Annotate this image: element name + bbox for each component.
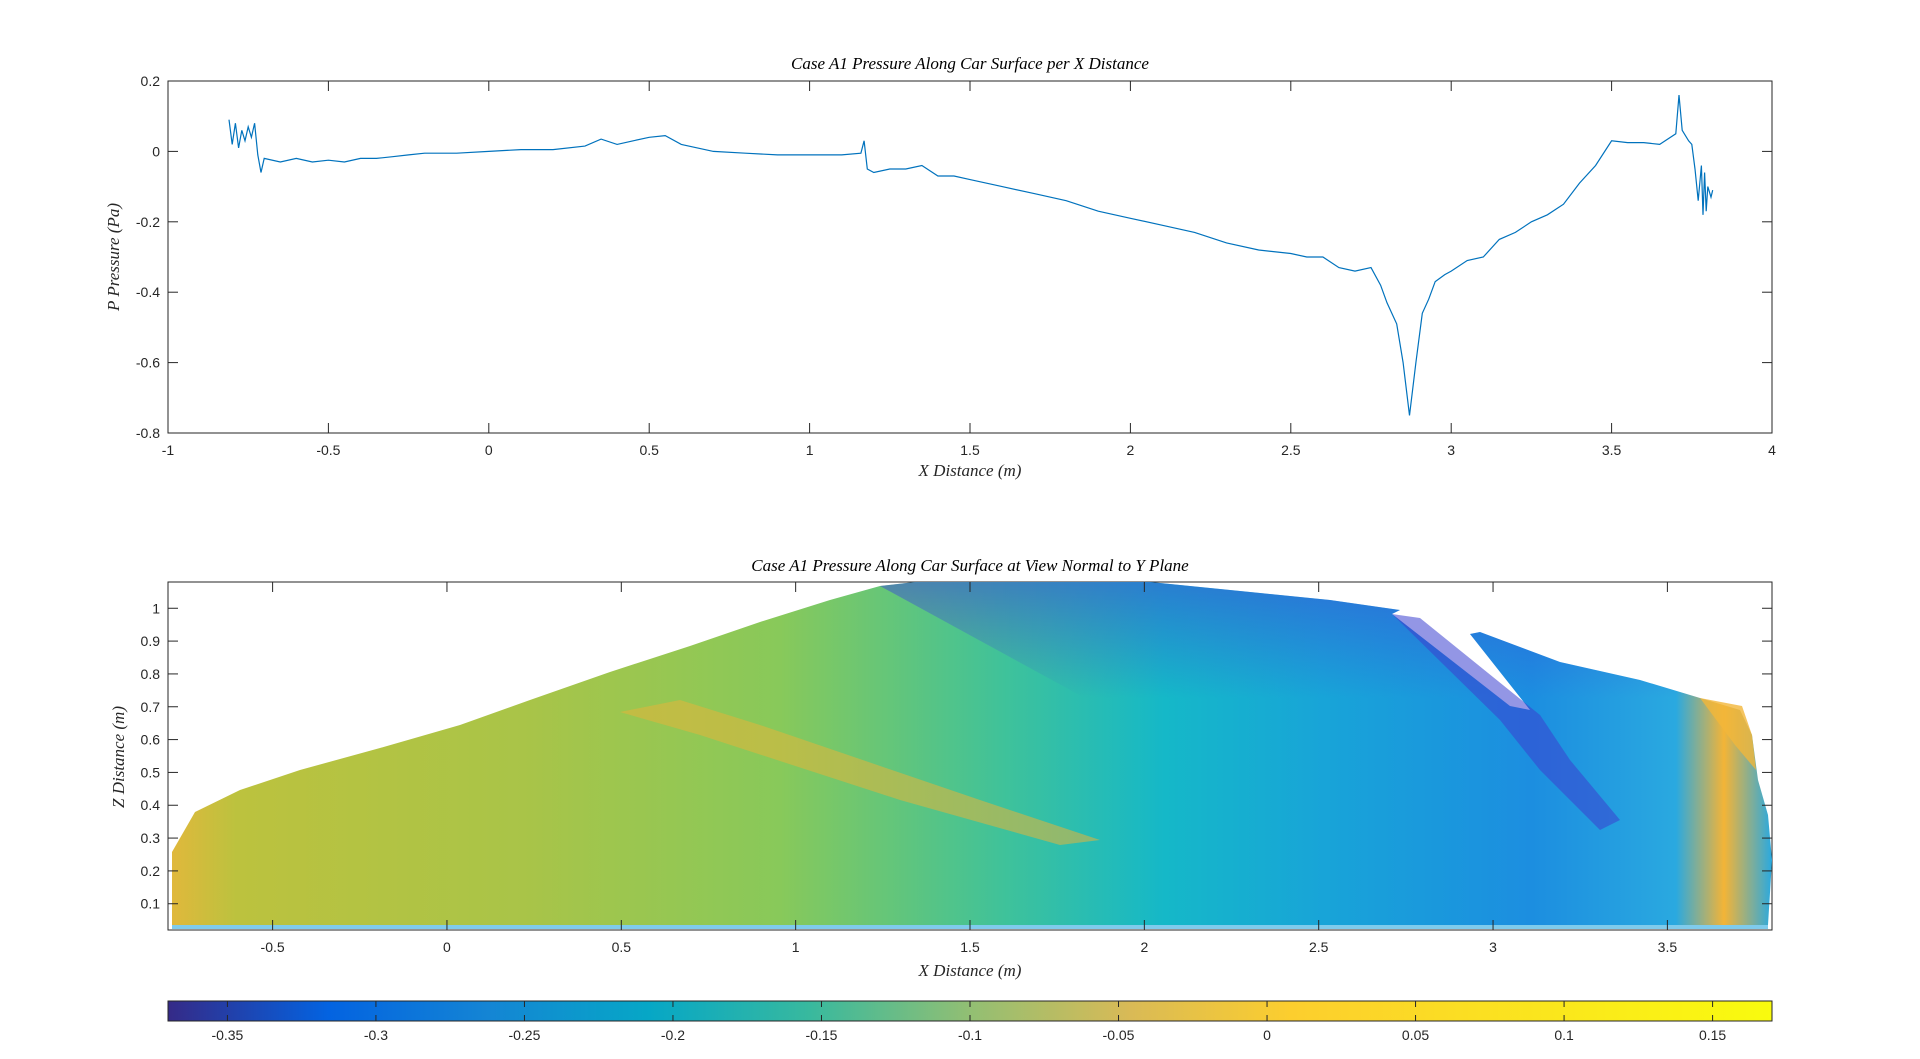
top-line-chart: Case A1 Pressure Along Car Surface per X…	[104, 54, 1776, 480]
bottom-y-tick-label: 0.5	[141, 764, 161, 780]
bottom-y-tick-label: 0.4	[141, 797, 161, 813]
colorbar-tick-label: 0.15	[1699, 1027, 1726, 1043]
bottom-x-tick-label: 3.5	[1658, 939, 1678, 955]
bottom-y-tick-label: 0.7	[141, 699, 161, 715]
top-x-tick-label: 3	[1447, 442, 1455, 458]
colorbar-tick-label: -0.2	[661, 1027, 685, 1043]
top-y-axis: 0.2 0 -0.2 -0.4 -0.6 -0.8	[136, 73, 1772, 441]
top-x-tick-label: 4	[1768, 442, 1776, 458]
top-y-tick-label: 0	[152, 143, 160, 159]
hood-high-pressure-streak	[620, 700, 1100, 845]
bottom-surface-chart: Case A1 Pressure Along Car Surface at Vi…	[109, 556, 1773, 980]
colorbar-tick-label: 0.1	[1554, 1027, 1574, 1043]
bottom-y-tick-label: 0.9	[141, 633, 161, 649]
top-x-tick-label: 0	[485, 442, 493, 458]
bottom-y-axis: 1 0.9 0.8 0.7 0.6 0.5 0.4 0.3 0.2 0.1	[141, 600, 1772, 912]
top-x-tick-label: 0.5	[639, 442, 659, 458]
bottom-x-tick-label: 1	[792, 939, 800, 955]
colorbar-tick-label: -0.25	[508, 1027, 540, 1043]
bottom-y-tick-label: 0.3	[141, 830, 161, 846]
bottom-x-tick-label: 2	[1140, 939, 1148, 955]
top-x-axis: -1 -0.5 0 0.5 1 1.5 2 2.5 3 3.5 4	[162, 81, 1776, 458]
top-x-tick-label: 2.5	[1281, 442, 1301, 458]
top-y-tick-label: -0.4	[136, 284, 160, 300]
bottom-y-tick-label: 0.2	[141, 863, 161, 879]
colorbar-tick-label: -0.1	[958, 1027, 982, 1043]
top-y-tick-label: -0.2	[136, 214, 160, 230]
pressure-series-line	[228, 95, 1714, 416]
top-x-tick-label: 2	[1127, 442, 1135, 458]
top-y-tick-label: 0.2	[141, 73, 161, 89]
bottom-x-tick-label: -0.5	[261, 939, 285, 955]
bottom-y-tick-label: 0.6	[141, 732, 161, 748]
colorbar-tick-label: -0.15	[806, 1027, 838, 1043]
top-y-tick-label: -0.8	[136, 425, 160, 441]
bottom-x-tick-label: 1.5	[960, 939, 980, 955]
colorbar-tick-label: -0.3	[364, 1027, 388, 1043]
bottom-x-tick-label: 0	[443, 939, 451, 955]
top-plot-frame	[167, 80, 1773, 434]
colorbar-tick-label: -0.05	[1103, 1027, 1135, 1043]
top-x-tick-label: 3.5	[1602, 442, 1622, 458]
bottom-x-tick-label: 3	[1489, 939, 1497, 955]
car-profile-roof-shading	[880, 582, 1772, 925]
top-x-tick-label: -0.5	[316, 442, 340, 458]
bottom-x-tick-label: 0.5	[612, 939, 632, 955]
bottom-y-tick-label: 0.1	[141, 896, 161, 912]
colorbar-tick-label: -0.35	[211, 1027, 243, 1043]
colorbar-ticks: -0.35 -0.3 -0.25 -0.2 -0.15 -0.1 -0.05 0 0.05 0.1…	[211, 1001, 1726, 1043]
top-x-tick-label: 1.5	[960, 442, 980, 458]
bottom-x-axis: -0.5 0 0.5 1 1.5 2 2.5 3 3.5	[261, 582, 1678, 955]
top-y-axis-label: P Pressure (Pa)	[104, 203, 123, 312]
rear-high-pressure-patch	[1700, 698, 1756, 770]
car-surface-plot	[172, 582, 1772, 929]
colorbar-tick-label: 0.05	[1402, 1027, 1429, 1043]
top-chart-title: Case A1 Pressure Along Car Surface per X…	[791, 54, 1149, 73]
bottom-y-tick-label: 1	[152, 600, 160, 616]
bottom-y-tick-label: 0.8	[141, 666, 161, 682]
bottom-y-axis-label: Z Distance (m)	[109, 706, 128, 808]
windshield-low-pressure-band	[1392, 614, 1620, 830]
top-y-tick-label: -0.6	[136, 355, 160, 371]
top-x-tick-label: -1	[162, 442, 175, 458]
bottom-chart-title: Case A1 Pressure Along Car Surface at Vi…	[751, 556, 1189, 575]
top-x-axis-label: X Distance (m)	[918, 461, 1022, 480]
bottom-x-tick-label: 2.5	[1309, 939, 1329, 955]
top-x-tick-label: 1	[806, 442, 814, 458]
bottom-x-axis-label: X Distance (m)	[918, 961, 1022, 980]
colorbar: -0.35 -0.3 -0.25 -0.2 -0.15 -0.1 -0.05 0 0.05 0.1…	[167, 1000, 1773, 1043]
colorbar-tick-label: 0	[1263, 1027, 1271, 1043]
